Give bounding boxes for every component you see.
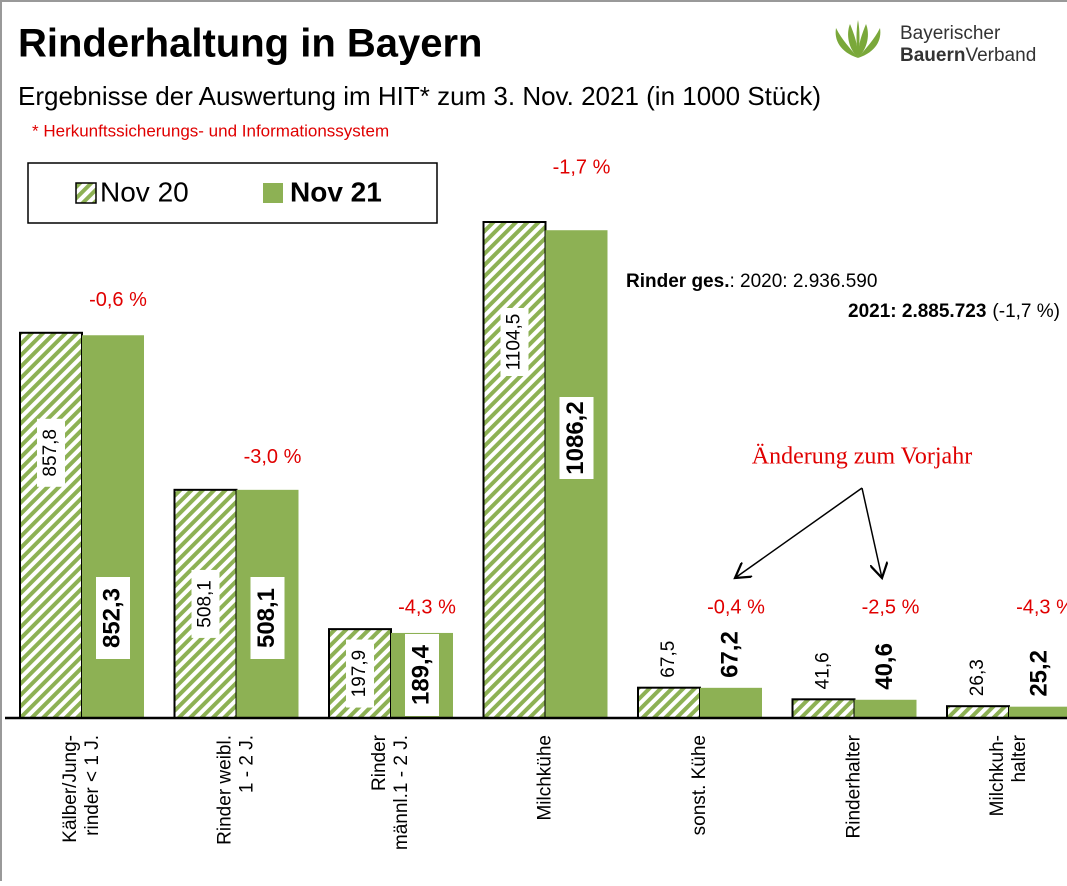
change-label: -1,7 % (553, 156, 611, 178)
x-tick-label-line: 1 - 2 J. (237, 735, 258, 793)
x-tick-label-line: Rinder (369, 734, 390, 791)
bar (854, 699, 917, 718)
value-label: 857,8 (40, 429, 61, 477)
change-label: -4,3 % (398, 596, 456, 618)
change-label: -2,5 % (862, 596, 920, 618)
x-tick-label: Rindermännl.1 - 2 J. (369, 734, 412, 850)
value-label: 67,5 (658, 641, 679, 678)
x-tick-label-line: Milchkühe (535, 735, 556, 821)
x-tick-label: sonst. Kühe (689, 735, 710, 835)
x-tick-label: Rinderhalter (844, 734, 865, 838)
bar (482, 221, 547, 719)
annotation: 2021: 2.885.723 (-1,7 %) (848, 301, 1060, 322)
legend: Nov 20 Nov 21 (27, 162, 438, 224)
value-label-box (346, 639, 374, 708)
change-label: -0,6 % (89, 289, 147, 311)
value-label: 1104,5 (504, 314, 525, 371)
value-label-box (500, 308, 529, 376)
x-tick-label-line: Rinder weibl. (215, 735, 236, 845)
legend-label: Nov 21 (290, 176, 382, 207)
bar (19, 331, 83, 719)
x-tick-label: Milchkuh-halter (987, 734, 1030, 816)
x-tick-label-line: Rinderhalter (844, 734, 865, 838)
bar (1009, 706, 1067, 718)
bar (82, 335, 144, 718)
value-label-box (96, 577, 130, 659)
x-tick-label-line: rinder < 1 J. (82, 735, 103, 836)
x-tick-label: Rinder weibl.1 - 2 J. (215, 735, 258, 845)
value-label: 41,6 (813, 652, 834, 689)
x-tick-label-line: sonst. Kühe (689, 735, 710, 835)
logo-text: Bauern (900, 45, 965, 66)
subtitle: Ergebnisse der Auswertung im HIT* zum 3.… (18, 81, 821, 111)
legend-swatch (75, 182, 97, 204)
annotation: Änderung zum Vorjahr (752, 444, 972, 470)
x-tick-label-line: Kälber/Jung- (60, 735, 81, 843)
bar (700, 687, 762, 718)
title: Rinderhaltung in Bayern (18, 22, 483, 66)
legend-box (27, 162, 438, 224)
value-label-box (37, 418, 65, 487)
logo: Bayerischer BauernVerband (835, 20, 1036, 66)
arrow (861, 487, 882, 578)
logo-text: Bayerischer (900, 23, 1001, 44)
bar (791, 698, 856, 719)
value-label: 508,1 (253, 588, 280, 648)
bar (637, 686, 701, 719)
value-label: 25,2 (1025, 650, 1052, 697)
change-label: -4,3 % (1016, 596, 1067, 618)
legend-swatch (263, 183, 283, 203)
footnote: * Herkunftssicherungs- und Informationss… (32, 121, 389, 140)
value-label: 26,3 (967, 659, 988, 696)
legend-label: Nov 20 (100, 176, 189, 207)
x-tick-label: Kälber/Jung-rinder < 1 J. (60, 735, 103, 843)
x-tick-label-line: halter (1009, 734, 1030, 782)
value-label: 189,4 (407, 644, 434, 705)
annotation: (-1,7 %) (992, 301, 1060, 322)
value-label-box (559, 397, 594, 479)
value-label-box (250, 577, 285, 659)
value-label: 67,2 (716, 631, 743, 678)
change-label: -0,4 % (707, 596, 765, 618)
logo-text: BauernVerband (900, 45, 1036, 66)
change-label: -3,0 % (244, 446, 302, 468)
annotation: : 2020: 2.936.590 (729, 271, 877, 292)
annotation: Rinder ges.: 2020: 2.936.590 (626, 271, 877, 292)
value-label: 852,3 (98, 588, 125, 648)
x-tick-label-line: männl.1 - 2 J. (391, 735, 412, 850)
value-label-box (191, 569, 220, 638)
value-label: 508,1 (195, 580, 216, 628)
x-tick-label: Milchkühe (535, 735, 556, 821)
value-label: 1086,2 (562, 401, 589, 474)
annotation: 2021: 2.885.723 (848, 301, 986, 322)
arrow (735, 487, 863, 578)
value-label-box (405, 634, 439, 716)
value-label: 197,9 (349, 650, 370, 698)
x-tick-label-line: Milchkuh- (987, 735, 1008, 816)
logo-text: Verband (965, 45, 1036, 66)
bar (946, 705, 1010, 719)
value-label: 40,6 (871, 643, 898, 690)
annotation: Rinder ges. (626, 271, 729, 292)
